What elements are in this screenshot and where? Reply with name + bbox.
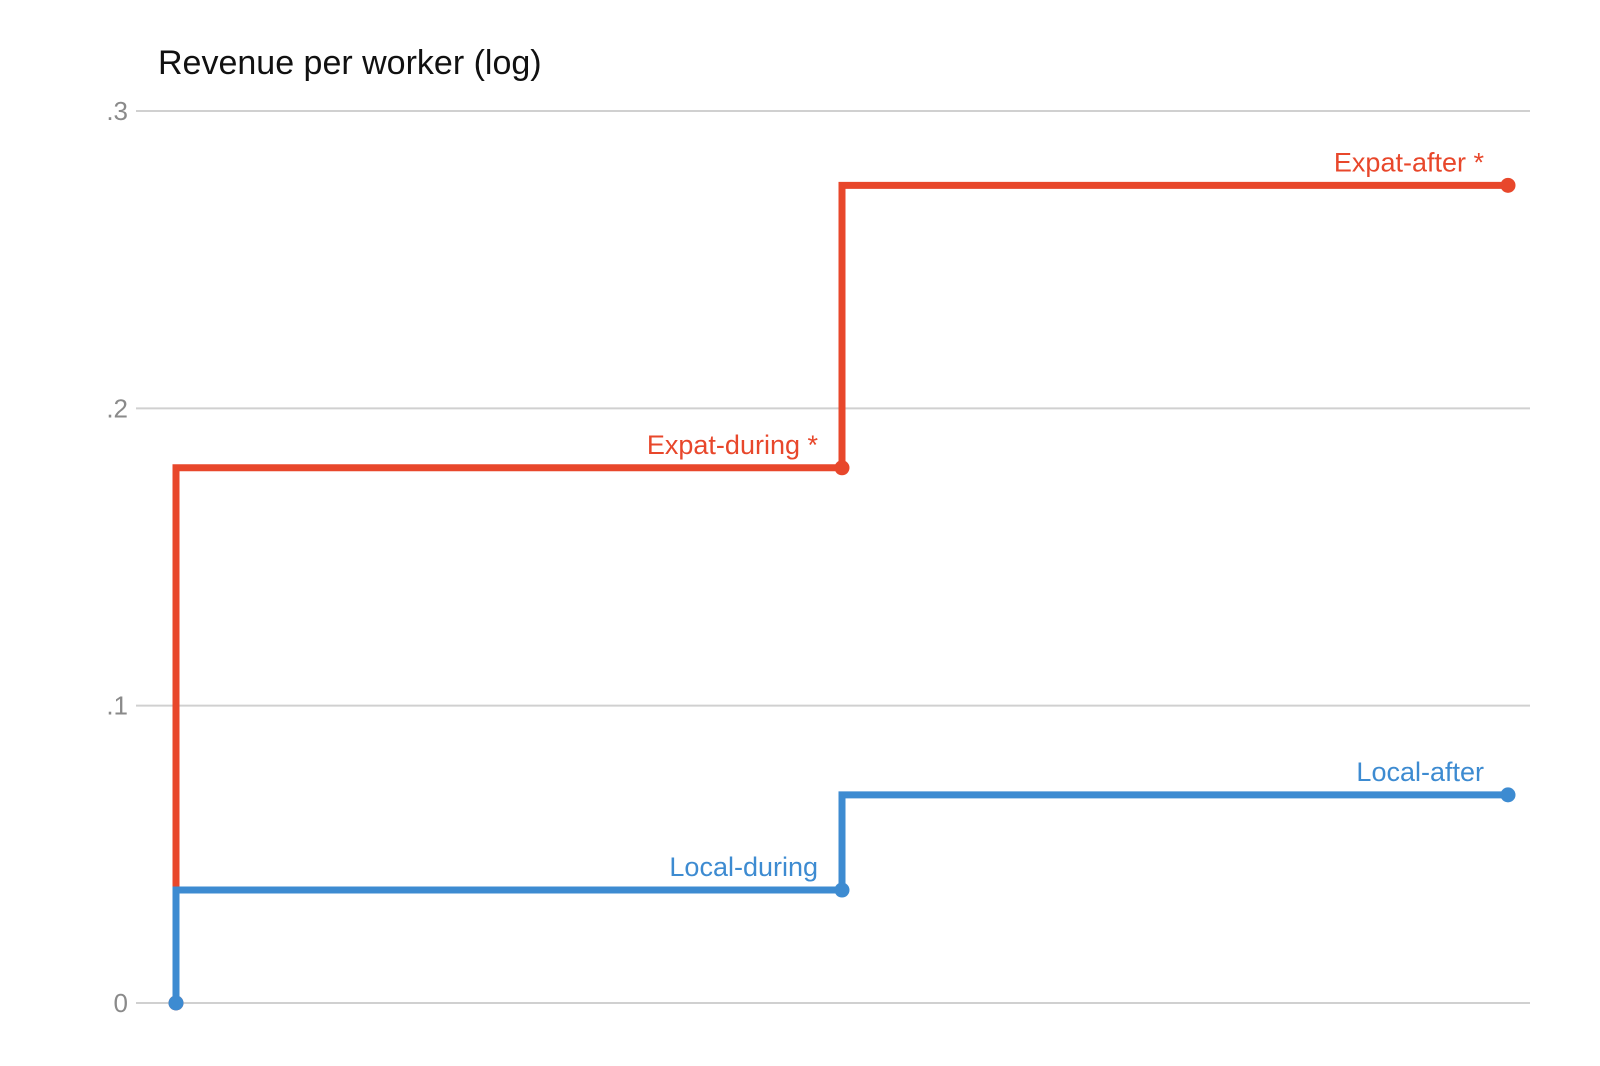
local-point-label: Local-during (669, 852, 818, 882)
series-layer (168, 177, 1516, 1011)
local-point (834, 882, 850, 898)
expat-point (834, 460, 850, 476)
expat-point-label: Expat-after * (1334, 147, 1485, 177)
y-tick-label: .1 (106, 691, 128, 721)
local-series-line (172, 791, 1508, 1003)
chart-title: Revenue per worker (log) (158, 44, 542, 82)
y-tick-label: .3 (106, 96, 128, 126)
local-point-label: Local-after (1356, 757, 1484, 787)
expat-point-label: Expat-during * (647, 430, 819, 460)
expat-point (1500, 177, 1516, 193)
y-axis-ticks: 0 .1 .2 .3 (106, 96, 128, 1018)
local-point (168, 995, 184, 1011)
y-tick-label: 0 (114, 988, 128, 1018)
y-tick-label: .2 (106, 393, 128, 423)
gridlines (136, 110, 1530, 1004)
series-labels: Expat-during * Expat-after * Local-during L… (647, 147, 1485, 882)
local-point (1500, 787, 1516, 803)
